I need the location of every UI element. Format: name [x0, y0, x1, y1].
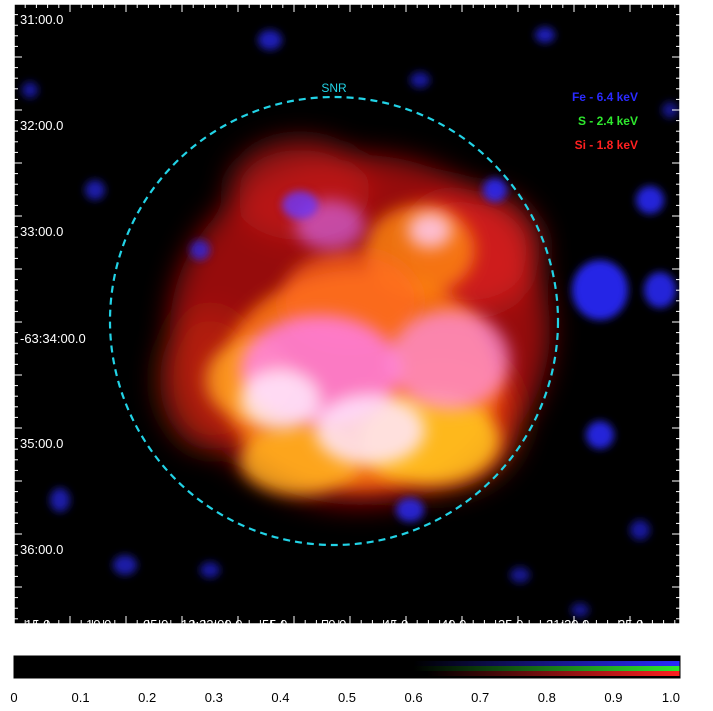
- dec-tick-label: -63:34:00.0: [20, 331, 86, 346]
- colorbar-frame: [13, 655, 681, 679]
- colorbar-tick-label: 0.1: [72, 690, 90, 705]
- axis-tick-marks: [13, 3, 680, 624]
- ra-tick-label: 10.0: [86, 617, 111, 632]
- ra-tick-label: 50.0: [321, 617, 346, 632]
- colorbar-tick-label: 0.5: [338, 690, 356, 705]
- image-frame: [13, 3, 681, 625]
- colorbar-si-channel: [14, 671, 680, 676]
- colorbar-tick-label: 0: [10, 690, 17, 705]
- ra-tick-label: 05.0: [143, 617, 168, 632]
- fe-core-emission: [240, 200, 510, 465]
- snr-region-circle[interactable]: [108, 95, 560, 547]
- dec-tick-label: 31:00.0: [20, 12, 63, 27]
- dec-tick-label: 33:00.0: [20, 224, 63, 239]
- dec-tick-label: 35:00.0: [20, 436, 63, 451]
- colorbar-tick-label: 0.2: [138, 690, 156, 705]
- legend-s-label: S - 2.4 keV: [578, 114, 638, 128]
- legend-si-label: Si - 1.8 keV: [575, 138, 638, 152]
- colorbar-tick-label: 1.0: [662, 690, 680, 705]
- ra-tick-label: 15.0: [25, 617, 50, 632]
- colorbar-tick-label: 0.9: [604, 690, 622, 705]
- snr-region-label: SNR: [321, 81, 347, 95]
- colorbar-tick-label: 0.4: [271, 690, 289, 705]
- image-panel: SNR Fe - 6.4 keV S - 2.4 keV Si - 1.8 ke…: [13, 3, 681, 632]
- ra-tick-label: 45.0: [383, 617, 408, 632]
- fe-field-emission: [22, 27, 678, 617]
- ra-tick-label: 25.0: [618, 617, 643, 632]
- colorbar-tick-label: 0.3: [205, 690, 223, 705]
- colorbar-tick-label: 0.7: [471, 690, 489, 705]
- dec-tick-label: 36:00.0: [20, 542, 63, 557]
- dec-tick-label: 32:00.0: [20, 118, 63, 133]
- ra-tick-label: 13:22:00.0: [181, 617, 242, 632]
- ra-tick-label: 21:30.0: [546, 617, 589, 632]
- ra-tick-label: 40.0: [441, 617, 466, 632]
- snr-region[interactable]: SNR: [108, 81, 560, 547]
- legend-fe-label: Fe - 6.4 keV: [572, 90, 638, 104]
- colorbar-s-channel: [14, 666, 680, 671]
- colorbar-fe-channel: [14, 661, 680, 666]
- colorbar[interactable]: 0 0.1 0.2 0.3 0.4 0.5 0.6 0.7 0.8 0.9 1.…: [10, 655, 681, 705]
- ra-tick-label: 55.0: [262, 617, 287, 632]
- xray-emission: [22, 27, 678, 617]
- dec-axis-labels: 31:00.0 32:00.0 33:00.0 -63:34:00.0 35:0…: [20, 12, 86, 557]
- colorbar-tick-labels: 0 0.1 0.2 0.3 0.4 0.5 0.6 0.7 0.8 0.9 1.…: [10, 690, 680, 705]
- ra-axis-labels: 15.0 10.0 05.0 13:22:00.0 55.0 50.0 45.0…: [25, 617, 643, 632]
- energy-legend: Fe - 6.4 keV S - 2.4 keV Si - 1.8 keV: [572, 90, 638, 152]
- colorbar-tick-label: 0.6: [405, 690, 423, 705]
- colorbar-tick-label: 0.8: [538, 690, 556, 705]
- ra-tick-label: 35.0: [498, 617, 523, 632]
